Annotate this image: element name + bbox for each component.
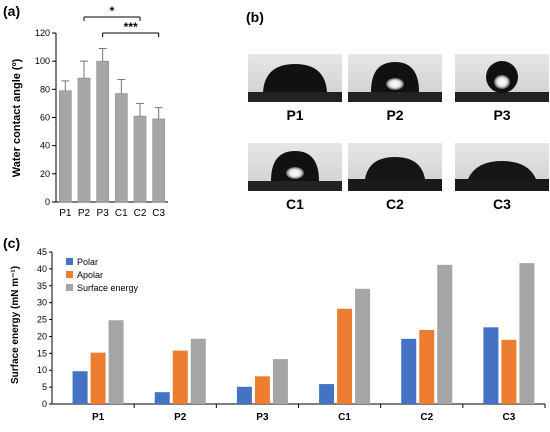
- bar-polar: [236, 386, 252, 404]
- droplet-image-c3: C3: [455, 143, 549, 212]
- droplet-image-label: C1: [286, 196, 304, 212]
- surface-energy-chart: Surface energy (mN m⁻¹) 0 5 10 15 20 25 30 35 40…: [10, 247, 546, 423]
- bar: [77, 77, 91, 203]
- droplet-image-c1: C1: [248, 143, 342, 212]
- y-tick-label: 40: [37, 264, 47, 274]
- bar-surface-energy: [108, 320, 124, 404]
- y-tick-label: 80: [40, 84, 50, 94]
- y-tick-label: 10: [37, 365, 47, 375]
- bar-surface-energy: [519, 263, 535, 404]
- x-tick-label: C3: [503, 412, 516, 423]
- legend-swatch: [66, 271, 73, 278]
- x-tick-label: P2: [78, 208, 91, 219]
- y-tick-label: 60: [40, 113, 50, 123]
- legend-swatch: [66, 258, 73, 265]
- contact-angle-chart: Water contact angle (º) 0 20 40 60 80 100 120 P…: [11, 4, 168, 219]
- bar-polar: [72, 371, 88, 404]
- substrate: [348, 92, 442, 102]
- y-tick-label: 40: [40, 141, 50, 151]
- y-tick-label: 25: [37, 315, 47, 325]
- surface-energy-y-axis-label: Surface energy (mN m⁻¹): [10, 266, 21, 384]
- y-tick-label: 45: [37, 247, 47, 257]
- droplet-image-p1: P1: [248, 54, 342, 123]
- y-tick-label: 30: [37, 298, 47, 308]
- panel-b-label: (b): [246, 9, 264, 25]
- y-tick-label: 35: [37, 281, 47, 291]
- bar-apolar: [337, 308, 353, 404]
- x-tick-label: P3: [256, 412, 269, 423]
- significance-label: *: [110, 4, 115, 18]
- bar: [96, 60, 109, 203]
- bar: [133, 115, 147, 203]
- y-tick-label: 0: [42, 399, 47, 409]
- bar-surface-energy: [190, 338, 206, 404]
- y-tick-label: 5: [42, 382, 47, 392]
- substrate: [248, 92, 342, 102]
- bar-apolar: [90, 352, 106, 404]
- droplet: [371, 62, 419, 92]
- bar-apolar: [419, 330, 435, 404]
- droplet: [263, 64, 327, 92]
- x-tick-label: C1: [338, 412, 351, 423]
- x-tick-label: P2: [174, 412, 187, 423]
- bar-apolar: [501, 339, 517, 404]
- droplet-glare: [386, 78, 404, 90]
- substrate: [455, 92, 549, 102]
- x-tick-label: P1: [92, 412, 105, 423]
- bar-surface-energy: [437, 264, 453, 404]
- y-tick-label: 20: [37, 331, 47, 341]
- legend-label: Surface energy: [77, 283, 139, 293]
- x-tick-label: P3: [97, 208, 110, 219]
- bar-surface-energy: [355, 288, 371, 404]
- substrate: [348, 179, 442, 191]
- panel-a-label: (a): [3, 3, 20, 19]
- x-tick-label: C1: [115, 208, 128, 219]
- droplet-image-p2: P2: [348, 54, 442, 123]
- droplet-glare: [286, 167, 304, 179]
- droplet-image-label: C2: [386, 196, 404, 212]
- droplet-image-label: P2: [386, 107, 403, 123]
- y-tick-label: 20: [40, 169, 50, 179]
- bar-polar: [401, 338, 417, 404]
- x-tick-label: P1: [59, 208, 72, 219]
- significance-label: ***: [124, 20, 138, 34]
- legend-label: Apolar: [77, 270, 103, 280]
- droplet-image-p3: P3: [455, 54, 549, 123]
- bar-apolar: [172, 350, 188, 404]
- y-tick-label: 100: [35, 56, 50, 66]
- contact-angle-y-axis-label: Water contact angle (º): [11, 58, 23, 177]
- x-tick-label: C3: [152, 208, 165, 219]
- droplet: [468, 161, 536, 179]
- droplet-image-c2: C2: [348, 143, 442, 212]
- substrate: [248, 181, 342, 191]
- y-tick-label: 120: [35, 28, 50, 38]
- x-tick-label: C2: [420, 412, 433, 423]
- bar-apolar: [254, 376, 270, 404]
- droplet-image-label: P1: [286, 107, 303, 123]
- bar: [59, 90, 72, 203]
- droplet-image-label: C3: [493, 196, 511, 212]
- bar-polar: [319, 384, 335, 404]
- bar-surface-energy: [272, 359, 288, 404]
- bar: [152, 118, 165, 203]
- bar-polar: [483, 327, 499, 404]
- droplet-glare: [494, 75, 510, 89]
- droplet-images-panel: P1 P2 P3 C1 C2 C3: [248, 54, 549, 212]
- bar-polar: [154, 392, 170, 404]
- substrate: [455, 179, 549, 191]
- y-tick-label: 0: [45, 197, 50, 207]
- y-tick-label: 15: [37, 348, 47, 358]
- x-tick-label: C2: [134, 208, 147, 219]
- bar: [115, 93, 128, 203]
- legend-swatch: [66, 284, 73, 291]
- droplet: [271, 151, 319, 181]
- panel-c-label: (c): [3, 235, 20, 251]
- legend-label: Polar: [77, 257, 98, 267]
- droplet-image-label: P3: [493, 107, 510, 123]
- droplet: [365, 157, 425, 179]
